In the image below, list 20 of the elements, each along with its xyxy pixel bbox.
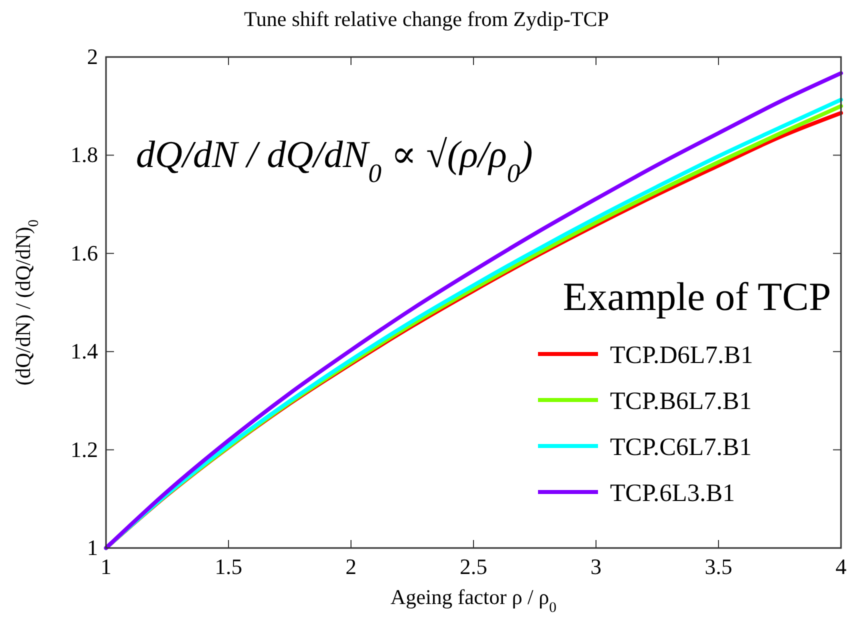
y-tick-label: 1.6 [70,240,98,266]
y-tick-label: 1 [87,535,98,560]
x-tick-label: 3.5 [704,554,732,579]
chart-title: Tune shift relative change from Zydip-TCP [244,7,609,31]
x-axis-title: Ageing factor ρ / ρ$_{0}$ [390,585,556,616]
x-tick-label: 4 [836,554,846,579]
x-tick-label: 2.5 [460,554,488,579]
legend-label: TCP.6L3.B1 [610,480,736,508]
x-tick-label: 2 [346,554,356,579]
legend-label: TCP.C6L7.B1 [610,434,752,462]
legend-label: TCP.D6L7.B1 [610,342,754,370]
x-tick-label: 1.5 [214,554,242,579]
x-tick-label: 3 [590,554,602,579]
y-tick-label: 1.4 [70,338,98,364]
y-tick-label: 1.8 [70,142,98,168]
annotation: Example of TCP [562,274,831,319]
legend-label: TCP.B6L7.B1 [610,388,752,416]
y-tick-label: 1.2 [70,436,98,462]
y-tick-label: 2 [87,44,98,69]
annotation: dQ/dN / dQ/dN$_{0}$ ∝ √(ρ/ρ$_{0}$) [136,134,533,188]
